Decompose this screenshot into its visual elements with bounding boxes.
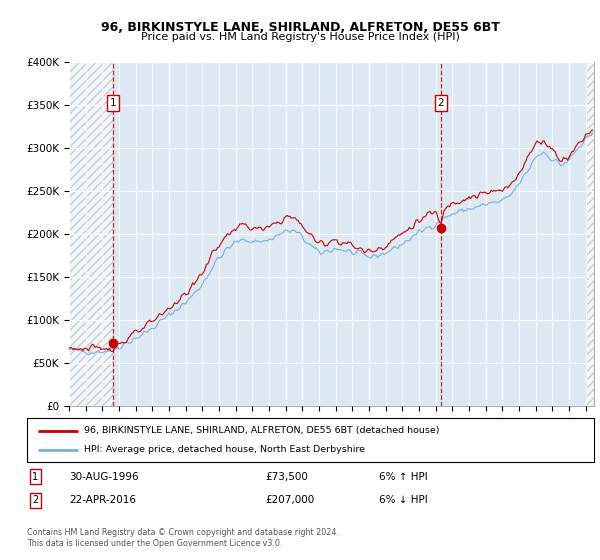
Text: 2: 2 (32, 495, 38, 505)
Text: 96, BIRKINSTYLE LANE, SHIRLAND, ALFRETON, DE55 6BT (detached house): 96, BIRKINSTYLE LANE, SHIRLAND, ALFRETON… (83, 426, 439, 435)
Text: 2: 2 (437, 98, 444, 108)
Text: HPI: Average price, detached house, North East Derbyshire: HPI: Average price, detached house, Nort… (83, 445, 365, 454)
FancyBboxPatch shape (27, 418, 594, 462)
Text: 1: 1 (110, 98, 116, 108)
Text: 96, BIRKINSTYLE LANE, SHIRLAND, ALFRETON, DE55 6BT: 96, BIRKINSTYLE LANE, SHIRLAND, ALFRETON… (101, 21, 499, 34)
Text: 6% ↑ HPI: 6% ↑ HPI (379, 472, 427, 482)
Text: 30-AUG-1996: 30-AUG-1996 (70, 472, 139, 482)
Text: Contains HM Land Registry data © Crown copyright and database right 2024.
This d: Contains HM Land Registry data © Crown c… (27, 528, 339, 548)
Text: £207,000: £207,000 (265, 495, 314, 505)
Text: Price paid vs. HM Land Registry's House Price Index (HPI): Price paid vs. HM Land Registry's House … (140, 32, 460, 43)
Text: 6% ↓ HPI: 6% ↓ HPI (379, 495, 427, 505)
Text: 1: 1 (32, 472, 38, 482)
Text: 22-APR-2016: 22-APR-2016 (70, 495, 137, 505)
Text: £73,500: £73,500 (265, 472, 308, 482)
